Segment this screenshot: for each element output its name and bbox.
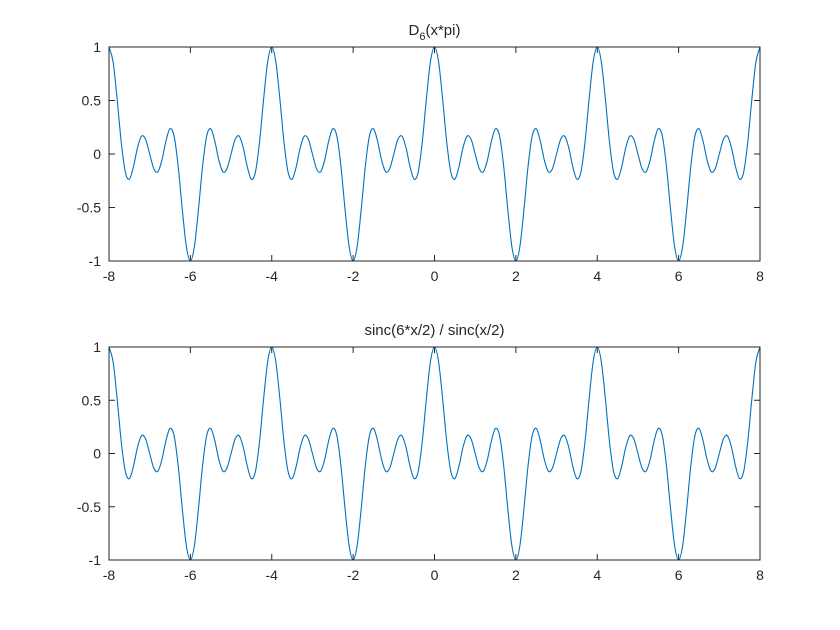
x-tick-label: -6 xyxy=(184,567,197,583)
plot-area xyxy=(109,47,760,261)
x-tick-label: -8 xyxy=(103,268,116,284)
title-part: (x*pi) xyxy=(425,22,460,39)
title-part: D xyxy=(409,22,420,39)
y-tick-label: 0 xyxy=(93,446,101,462)
y-tick-label: 0.5 xyxy=(82,392,102,408)
y-tick-label: 1 xyxy=(93,39,101,55)
title-subscript: 6 xyxy=(419,31,425,43)
x-tick-label: 2 xyxy=(512,268,520,284)
x-tick-label: 2 xyxy=(512,567,520,583)
x-tick-label: 8 xyxy=(756,268,764,284)
y-tick-label: -1 xyxy=(89,552,102,568)
axes: -8 -6 -4 -2 0 2 4 6 8 -1 -0.5 0 0.5 1 sinc(6*x/2) / si… xyxy=(77,322,764,583)
plot-area xyxy=(109,347,760,560)
x-tick-label: 4 xyxy=(593,268,601,284)
x-tick-label: 6 xyxy=(675,567,683,583)
x-tick-label: -6 xyxy=(184,268,197,284)
y-tick-label: -0.5 xyxy=(77,200,101,216)
x-tick-label: -2 xyxy=(347,567,360,583)
y-tick-label: 0 xyxy=(93,146,101,162)
x-tick-label: 4 xyxy=(593,567,601,583)
x-tick-label: 0 xyxy=(431,567,439,583)
y-tick-label: 1 xyxy=(93,339,101,355)
title-part: sinc(6*x/2) / sinc(x/2) xyxy=(364,322,504,339)
x-tick-label: 6 xyxy=(675,268,683,284)
x-tick-label: -4 xyxy=(266,567,279,583)
chart-title: D6(x*pi) xyxy=(409,22,461,43)
y-tick-label: -0.5 xyxy=(77,499,101,515)
x-tick-label: -8 xyxy=(103,567,116,583)
x-tick-label: -4 xyxy=(266,268,279,284)
y-tick-label: 0.5 xyxy=(82,93,102,109)
chart-title: sinc(6*x/2) / sinc(x/2) xyxy=(364,322,504,339)
x-tick-label: -2 xyxy=(347,268,360,284)
x-tick-label: 0 xyxy=(431,268,439,284)
x-tick-label: 8 xyxy=(756,567,764,583)
y-tick-label: -1 xyxy=(89,253,102,269)
